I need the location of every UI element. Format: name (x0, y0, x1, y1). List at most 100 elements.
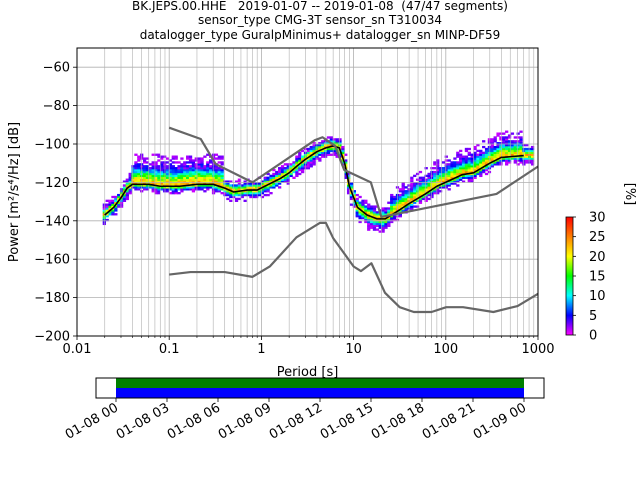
heatmap-cell (415, 178, 420, 181)
timeline-tick-label: 01-08 03 (114, 400, 172, 442)
heatmap-cell (459, 172, 463, 176)
heatmap-cell (211, 153, 216, 156)
heatmap-cell (102, 222, 106, 226)
heatmap-cell (447, 188, 451, 191)
heatmap-cell (525, 161, 529, 164)
heatmap-cell (369, 213, 374, 216)
heatmap-cell (453, 180, 457, 183)
heatmap-cell (464, 163, 469, 166)
heatmap-cell (148, 172, 152, 176)
heatmap-cell (384, 209, 388, 212)
heatmap-cell (424, 174, 428, 178)
heatmap-cell (214, 165, 219, 168)
heatmap-cell (134, 161, 138, 164)
heatmap-cell (151, 161, 155, 164)
heatmap-cell (214, 170, 219, 174)
heatmap-cell (392, 207, 397, 210)
heatmap-cell (367, 218, 371, 222)
heatmap-cell (519, 159, 523, 162)
heatmap-cell (484, 167, 489, 170)
heatmap-cell (364, 205, 368, 208)
heatmap-cell (157, 165, 161, 168)
heatmap-cell (447, 163, 451, 166)
heatmap-cell (352, 190, 356, 193)
heatmap-cell (321, 142, 325, 145)
heatmap-cell (266, 180, 270, 183)
heatmap-cell (217, 167, 221, 170)
heatmap-cell (461, 170, 466, 174)
heatmap-cell (367, 216, 371, 220)
heatmap-cell (372, 222, 377, 226)
heatmap-cell (171, 157, 175, 160)
heatmap-cell (404, 199, 408, 202)
heatmap-cell (171, 161, 175, 164)
heatmap-cell (326, 142, 331, 145)
heatmap-cell (410, 192, 414, 195)
heatmap-cell (275, 180, 279, 183)
heatmap-cell (358, 213, 362, 216)
heatmap-cell (134, 168, 138, 172)
heatmap-cell (223, 192, 227, 195)
heatmap-cell (171, 165, 175, 168)
heatmap-cell (444, 174, 448, 178)
heatmap-cell (211, 176, 216, 179)
heatmap-cell (257, 190, 262, 193)
heatmap-cell (209, 161, 213, 164)
heatmap-cell (404, 190, 408, 193)
heatmap-cell (444, 165, 448, 168)
heatmap-cell (200, 167, 204, 170)
heatmap-cell (243, 186, 247, 189)
heatmap-cell (278, 182, 282, 185)
heatmap-cell (513, 147, 517, 151)
heatmap-cell (226, 184, 230, 187)
heatmap-cell (361, 209, 365, 212)
heatmap-cell (369, 209, 374, 212)
heatmap-cell (209, 180, 213, 183)
heatmap-cell (507, 140, 512, 143)
axes: 0.01 0.1 1 10 100 1000−60−80−100−120−140−160−… (7, 61, 555, 380)
heatmap-cell (226, 186, 230, 189)
heatmap-cell (295, 174, 299, 178)
heatmap-cell (525, 157, 529, 160)
heatmap-cell (436, 165, 440, 168)
heatmap-cell (168, 188, 173, 191)
heatmap-cell (114, 201, 118, 204)
heatmap-cell (145, 172, 150, 176)
heatmap-cell (499, 153, 503, 156)
heatmap-cell (174, 167, 178, 170)
heatmap-cell (174, 176, 178, 179)
heatmap-cell (226, 192, 230, 195)
heatmap-cell (502, 144, 506, 147)
heatmap-cell (424, 188, 428, 191)
heatmap-cell (438, 167, 443, 170)
heatmap-cell (413, 201, 417, 204)
heatmap-cell (151, 178, 155, 181)
heatmap-cell (355, 213, 359, 216)
heatmap-cell (372, 207, 377, 210)
heatmap-cell (421, 195, 425, 199)
heatmap-cell (392, 203, 397, 206)
heatmap-cell (171, 182, 175, 185)
heatmap-cell (410, 197, 414, 201)
heatmap-cell (421, 184, 425, 187)
heatmap-cell (145, 180, 150, 183)
heatmap-cell (263, 190, 267, 193)
heatmap-cell (171, 174, 175, 178)
heatmap-cell (301, 168, 305, 172)
heatmap-cell (473, 159, 477, 162)
heatmap-cell (260, 195, 265, 199)
heatmap-cell (413, 193, 417, 197)
heatmap-cell (459, 165, 463, 168)
heatmap-cell (487, 161, 492, 164)
heatmap-cell (436, 182, 440, 185)
heatmap-cell (378, 220, 382, 224)
heatmap-cell (137, 165, 141, 168)
heatmap-cell (203, 178, 207, 181)
heatmap-cell (424, 195, 428, 199)
heatmap-cell (188, 176, 193, 179)
heatmap-cell (148, 180, 152, 183)
heatmap-cell (361, 201, 365, 204)
heatmap-cell (341, 147, 345, 151)
heatmap-cell (476, 170, 480, 174)
heatmap-cell (424, 193, 428, 197)
